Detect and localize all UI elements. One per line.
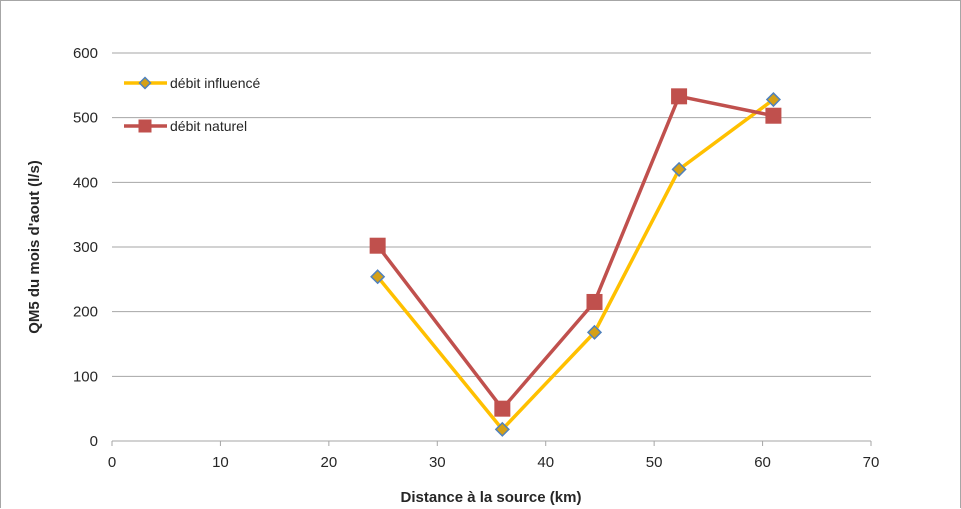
x-tick-label-60: 60	[754, 454, 771, 471]
legend-marker-1	[138, 119, 152, 133]
data-point-0-0	[370, 269, 386, 285]
gridlines	[112, 52, 871, 377]
y-tick-label-500: 500	[73, 110, 98, 127]
legend: débit influencé débit naturel	[124, 75, 261, 134]
series-line-0	[375, 97, 776, 432]
legend-marker-0	[138, 76, 152, 90]
legend-item-0: débit influencé	[124, 75, 261, 91]
legend-label-1: débit naturel	[170, 118, 247, 134]
y-tick-label-0: 0	[90, 433, 98, 450]
legend-label-0: débit influencé	[170, 75, 261, 91]
y-tick-label-300: 300	[73, 239, 98, 256]
series-1	[369, 88, 782, 417]
axes	[111, 440, 872, 446]
data-point-1-1	[494, 400, 511, 417]
y-axis-title: QM5 du mois d'aout (l/s)	[26, 160, 43, 334]
data-point-1-0	[369, 237, 386, 254]
data-point-0-4	[765, 91, 781, 108]
data-point-0-3	[671, 161, 687, 177]
tick-labels: 0 100 200 300 400 500 600 0 10 20 30 40 50 60 70	[73, 45, 879, 471]
data-point-1-3	[671, 88, 688, 105]
legend-item-1: débit naturel	[124, 118, 247, 134]
series	[369, 88, 782, 437]
x-tick-label-70: 70	[863, 454, 880, 471]
y-tick-label-400: 400	[73, 174, 98, 191]
y-tick-label-600: 600	[73, 45, 98, 62]
x-axis-title: Distance à la source (km)	[401, 489, 582, 506]
x-tick-label-0: 0	[108, 454, 116, 471]
data-point-1-4	[765, 107, 782, 124]
x-tick-label-20: 20	[321, 454, 338, 471]
x-tick-label-40: 40	[537, 454, 554, 471]
series-0	[370, 91, 781, 437]
data-point-1-2	[586, 293, 603, 310]
y-tick-label-100: 100	[73, 368, 98, 385]
x-tick-label-30: 30	[429, 454, 446, 471]
x-tick-label-10: 10	[212, 454, 229, 471]
data-point-0-2	[586, 324, 603, 340]
y-tick-label-200: 200	[73, 304, 98, 321]
data-point-0-1	[494, 421, 510, 437]
x-tick-label-50: 50	[646, 454, 663, 471]
